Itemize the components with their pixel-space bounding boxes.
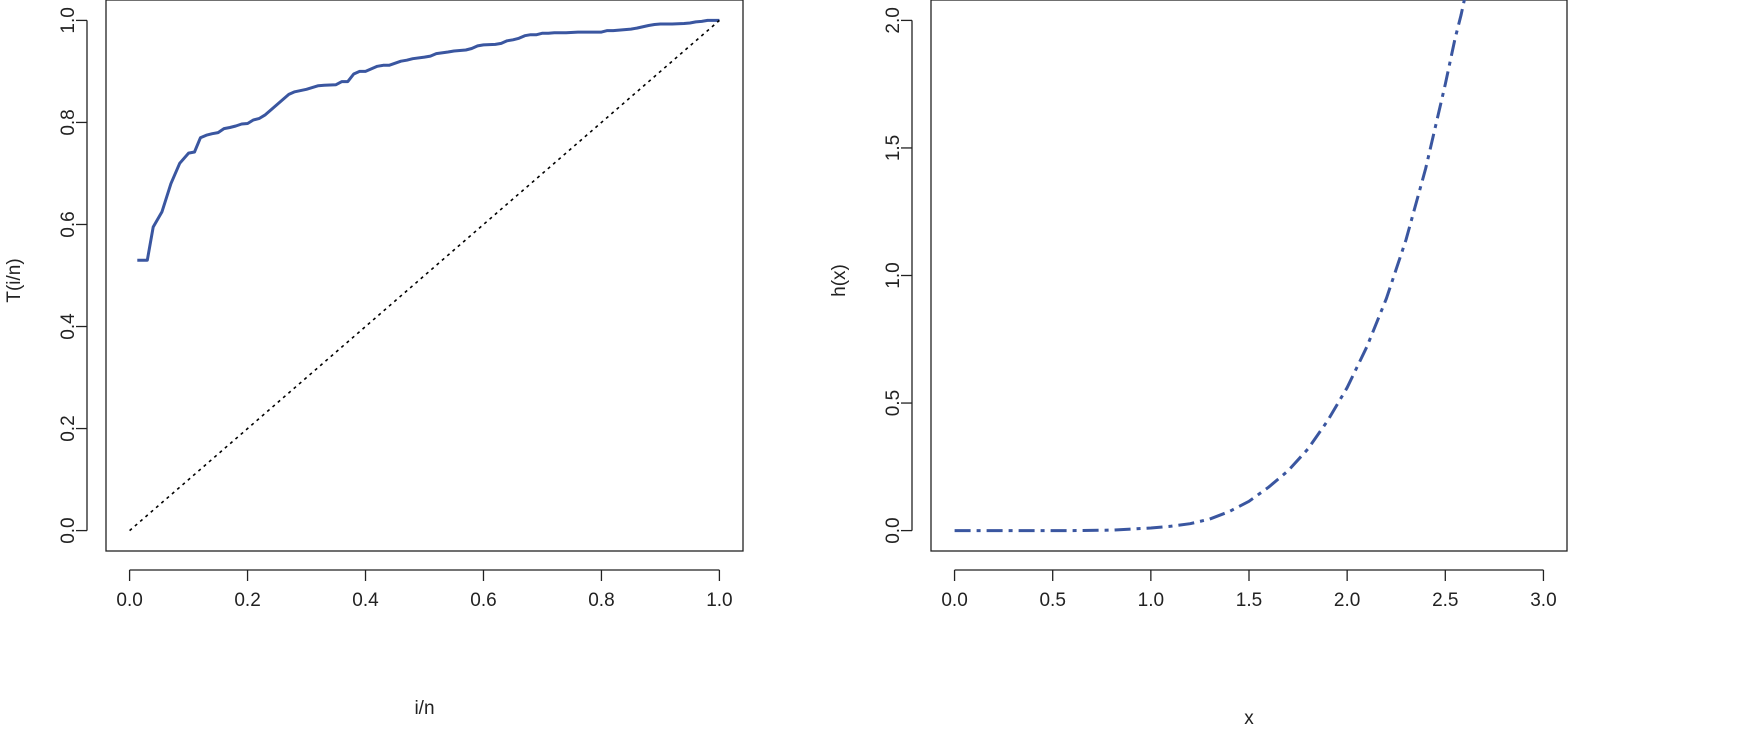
series-line-dashdot: [954, 0, 1466, 533]
left-panel-t-curve: 0.0 0.2 0.4 0.6 0.8 1.0 0.0 0.2 0.4 0.6 0.8 1.0 i/n T…: [4, 0, 744, 719]
series-line-solid: [137, 18, 720, 262]
y-axis-label: h(x): [829, 264, 850, 297]
x-tick-label: 1.0: [1138, 590, 1164, 611]
y-tick-label: 2.0: [883, 7, 904, 33]
x-tick-label: 3.0: [1530, 590, 1556, 611]
y-tick-label: 0.4: [58, 313, 79, 340]
x-tick-label: 0.4: [352, 590, 379, 611]
y-tick-label: 0.8: [58, 109, 79, 135]
y-tick-label: 0.5: [883, 390, 904, 416]
x-tick-label: 2.5: [1432, 590, 1458, 611]
x-axis-label: x: [1244, 708, 1254, 729]
x-tick-label: 0.0: [941, 590, 967, 611]
y-tick-label: 0.0: [883, 517, 904, 543]
y-tick-label: 0.2: [58, 415, 79, 441]
x-tick-label: 0.2: [234, 590, 260, 611]
series-line-dotted: [129, 19, 720, 532]
x-tick-label: 0.8: [588, 590, 614, 611]
x-tick-label: 1.0: [706, 590, 732, 611]
x-tick-label: 0.0: [116, 590, 142, 611]
y-tick-label: 0.6: [58, 211, 79, 237]
y-tick-label: 0.0: [58, 517, 79, 543]
x-tick-label: 0.5: [1039, 590, 1065, 611]
x-tick-label: 0.6: [470, 590, 496, 611]
y-tick-label: 1.0: [58, 7, 79, 33]
y-axis-label: T(i/n): [4, 258, 25, 302]
x-axis-label: i/n: [414, 698, 434, 719]
y-tick-label: 1.5: [883, 135, 904, 161]
x-tick-label: 1.5: [1236, 590, 1262, 611]
y-tick-label: 1.0: [883, 262, 904, 288]
x-tick-label: 2.0: [1334, 590, 1360, 611]
plot-frame: [930, 0, 1568, 552]
right-panel-h-curve: 0.0 0.5 1.0 1.5 2.0 2.5 3.0 0.0 0.5 1.0 1.5 2.0 x h(x…: [829, 0, 1568, 729]
plot-frame: [105, 0, 744, 552]
